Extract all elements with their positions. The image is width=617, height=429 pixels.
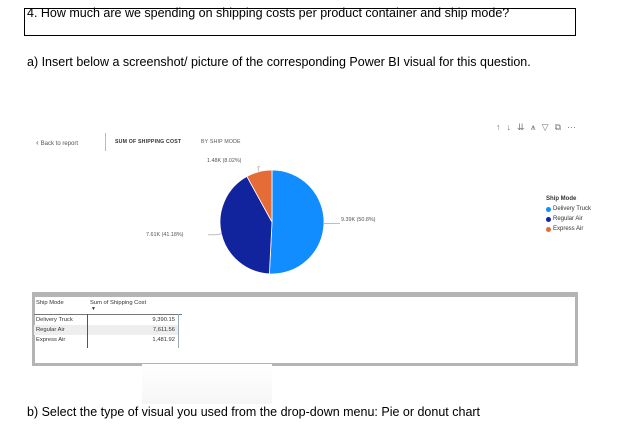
filter-icon[interactable]: ▽ (541, 122, 549, 132)
table-header-divider (34, 314, 182, 315)
table-cell-shipping-cost: 9,390.15 (152, 317, 175, 323)
table-row: Express Air 1,481.92 (34, 335, 178, 345)
visual-toolbar: ↑ ↓ ⇊ ⩚ ▽ ⧉ ··· (496, 122, 576, 133)
background-shape (142, 364, 272, 404)
slice-express-air[interactable] (246, 169, 273, 223)
question-box (24, 8, 576, 36)
slice-delivery-truck[interactable] (268, 169, 325, 275)
pie-chart[interactable] (24, 118, 584, 293)
legend-dot (546, 216, 551, 222)
table-edge-line (178, 314, 179, 348)
back-to-report-label: Back to report (40, 141, 79, 147)
table-cell-ship-mode: Delivery Truck (36, 317, 73, 323)
table-header-ship-mode[interactable]: Ship Mode (36, 300, 64, 306)
table-row: Delivery Truck 9,390.15 (34, 315, 178, 325)
table-cell-shipping-cost: 1,481.92 (152, 337, 175, 343)
part-a-instruction: a) Insert below a screenshot/ picture of… (27, 55, 531, 69)
table-cell-shipping-cost: 7,611.56 (152, 327, 175, 333)
arrow-up-icon[interactable]: ↑ (496, 122, 501, 132)
legend-label: Delivery Truck (553, 206, 592, 212)
more-options-icon[interactable]: ··· (567, 122, 576, 132)
legend-label: Regular Air (553, 216, 583, 222)
question-text: 4. How much are we spending on shipping … (27, 6, 510, 20)
expand-all-icon[interactable]: ⩚ (530, 122, 536, 132)
table-header-shipping-cost[interactable]: Sum of Shipping Cost (90, 300, 147, 306)
table-cell-ship-mode: Express Air (36, 337, 66, 343)
data-label-regular-air: 7.61K (41.18%) (146, 232, 184, 238)
legend-label: Express Air (553, 226, 584, 232)
back-to-report-button[interactable]: ‹ Back to report (36, 138, 78, 147)
data-label-express-air: 1.48K (8.02%) (207, 158, 242, 164)
part-b-instruction: b) Select the type of visual you used fr… (27, 405, 481, 419)
visual-subtitle: BY SHIP MODE (201, 139, 241, 145)
header-divider (105, 133, 106, 151)
leader-line-express-air (257, 166, 260, 172)
legend-item-regular-air[interactable]: Regular Air (546, 216, 591, 222)
double-arrow-down-icon[interactable]: ⇊ (517, 122, 525, 132)
focus-mode-icon[interactable]: ⧉ (554, 122, 561, 132)
legend-item-delivery-truck[interactable]: Delivery Truck (546, 206, 591, 212)
legend-item-express-air[interactable]: Express Air (546, 226, 591, 232)
power-bi-screenshot: ↑ ↓ ⇊ ⩚ ▽ ⧉ ··· ‹ Back to report SUM OF S… (24, 118, 591, 404)
leader-line-regular-air (208, 233, 222, 236)
legend: Ship Mode Delivery Truck Regular Air Exp… (546, 196, 591, 232)
table-column-divider (87, 314, 88, 348)
table-cell-ship-mode: Regular Air (36, 327, 65, 333)
data-table-frame (32, 292, 578, 366)
slice-regular-air[interactable] (219, 175, 273, 275)
visual-title: SUM OF SHIPPING COST (115, 139, 182, 145)
arrow-down-icon[interactable]: ↓ (506, 122, 512, 132)
data-label-delivery-truck: 9.39K (50.8%) (341, 217, 376, 223)
table-row: Regular Air 7,611.56 (34, 325, 178, 335)
legend-title: Ship Mode (546, 196, 577, 202)
sort-descending-icon: ▼ (91, 306, 96, 312)
legend-dot (546, 226, 551, 232)
chevron-left-icon: ‹ (36, 138, 39, 147)
legend-dot (546, 206, 551, 212)
